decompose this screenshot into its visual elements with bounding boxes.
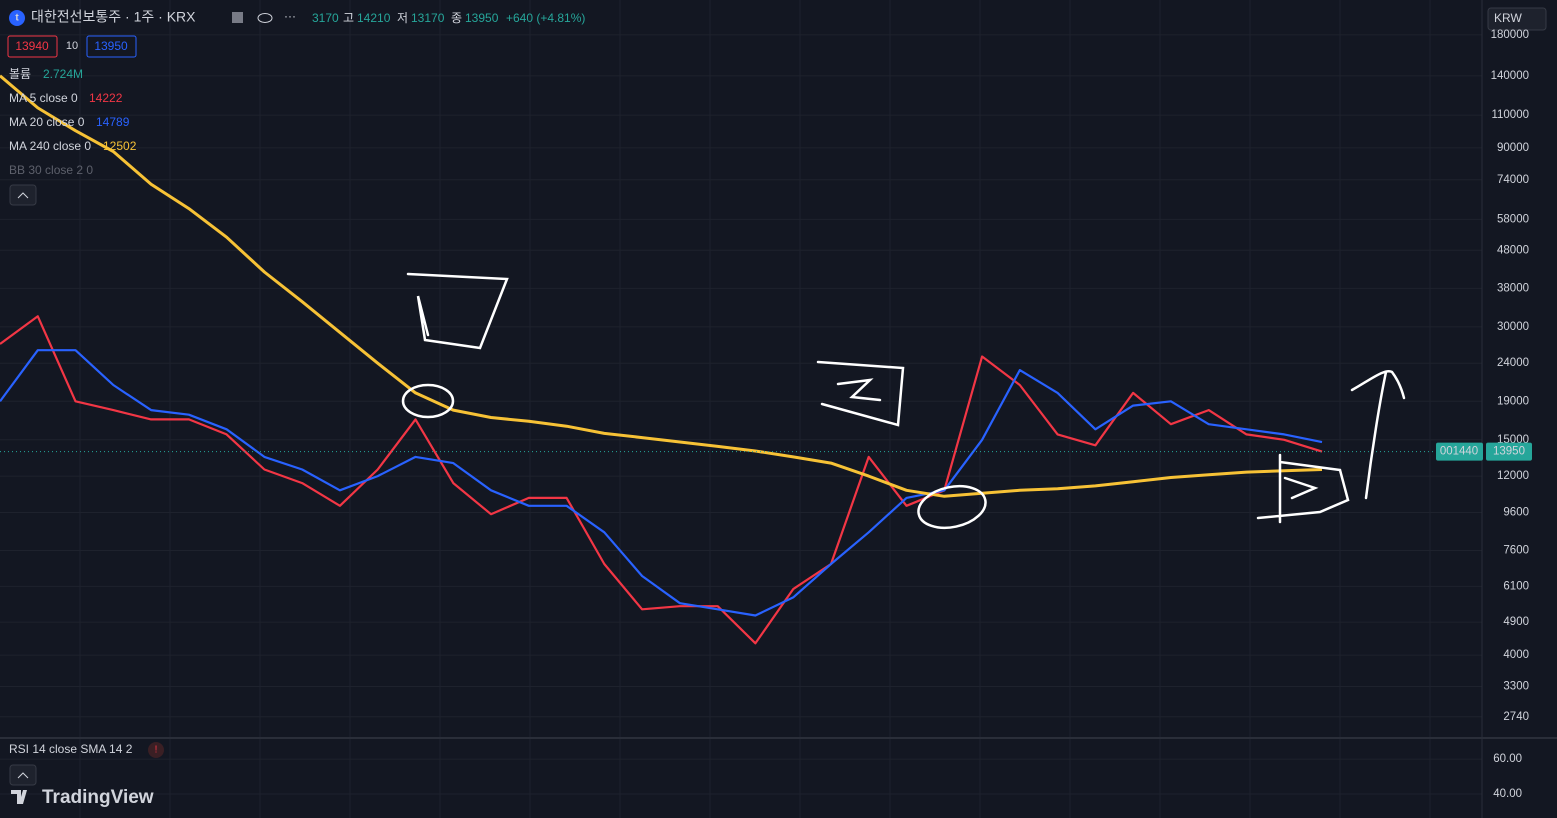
legend-volume-value: 2.724M [43, 67, 83, 81]
collapse-button[interactable] [9, 184, 37, 206]
rsi-collapse-button[interactable] [9, 764, 37, 786]
series-line [0, 315, 1323, 645]
y-tick-label: 4000 [1503, 649, 1529, 661]
flag-icon[interactable] [232, 12, 243, 23]
lines [0, 74, 1482, 645]
legend-ma20-value: 14789 [96, 115, 130, 129]
y-tick-label: 9600 [1503, 507, 1529, 519]
rsi-tick-label: 40.00 [1493, 788, 1522, 800]
open-value: 3170 [312, 11, 339, 25]
ask: 13950 [94, 39, 128, 53]
y-tick-label: 90000 [1497, 142, 1529, 154]
legend-volume[interactable]: 볼륨 [9, 67, 31, 81]
timer: 001440 [1440, 446, 1478, 458]
ask-box[interactable] [86, 35, 137, 58]
symbol-icon[interactable] [9, 10, 25, 26]
v-grid [79, 0, 1431, 818]
high-value: 14210 [357, 11, 391, 25]
y-tick-label: 140000 [1491, 70, 1529, 82]
legend-ma5-value: 14222 [89, 91, 123, 105]
collapse-icon [17, 192, 29, 199]
high-label: 고 [343, 11, 354, 25]
low-value: 13170 [411, 11, 445, 25]
legend-ma240-value: 12502 [103, 139, 137, 153]
currency: KRW [1494, 11, 1522, 25]
rsi-collapse-icon [17, 772, 29, 779]
rsi-title[interactable]: RSI 14 close SMA 14 2 [9, 742, 133, 756]
eye-icon[interactable] [257, 13, 273, 23]
rsi-warning-mark: ! [155, 745, 158, 756]
y-tick-label: 48000 [1497, 244, 1529, 256]
bid-box[interactable] [7, 35, 58, 58]
series-line [0, 74, 1323, 498]
y-tick-label: 38000 [1497, 282, 1529, 294]
change-value: +640 (+4.81%) [506, 11, 585, 25]
low-label: 저 [397, 11, 408, 25]
y-tick-label: 30000 [1497, 321, 1529, 333]
series-line [0, 349, 1323, 617]
legend-ma5[interactable]: MA 5 close 0 [9, 91, 78, 105]
symbol[interactable]: 대한전선보통주 · 1주 · KRX [31, 9, 196, 25]
y-tick-label: 74000 [1497, 174, 1529, 186]
price-tag [1486, 442, 1532, 461]
y-tick-label: 180000 [1491, 29, 1529, 41]
legend-ma20[interactable]: MA 20 close 0 [9, 115, 85, 129]
y-tick-label: 7600 [1503, 545, 1529, 557]
timer-tag [1436, 442, 1483, 461]
y-tick-label: 58000 [1497, 213, 1529, 225]
price-tag-label: 13950 [1493, 446, 1525, 458]
more-icon[interactable]: ··· [284, 9, 296, 23]
y-tick-label: 2740 [1503, 711, 1529, 723]
y-tick-label: 4900 [1503, 616, 1529, 628]
y-tick-label: 24000 [1497, 357, 1529, 369]
y-tick-label: 12000 [1497, 470, 1529, 482]
bid: 13940 [15, 39, 49, 53]
grid [0, 34, 1482, 795]
y-tick-label: 19000 [1497, 395, 1529, 407]
brand-logo [11, 790, 27, 804]
symbol-icon-letter: t [15, 13, 19, 24]
y-tick-label: 6100 [1503, 580, 1529, 592]
annotations [401, 272, 1406, 530]
legend-ma240[interactable]: MA 240 close 0 [9, 139, 91, 153]
rsi-warning[interactable] [148, 742, 164, 758]
currency-button[interactable] [1487, 7, 1547, 31]
y-tick-label: 3300 [1503, 681, 1529, 693]
legend-bb[interactable]: BB 30 close 2 0 [9, 163, 93, 177]
rsi-tick-label: 60.00 [1493, 753, 1522, 765]
spread: 10 [66, 40, 78, 52]
y-tick-label: 110000 [1491, 109, 1529, 121]
close-value: 13950 [465, 11, 499, 25]
close-label: 종 [451, 11, 462, 25]
brand[interactable]: TradingView [42, 787, 154, 808]
